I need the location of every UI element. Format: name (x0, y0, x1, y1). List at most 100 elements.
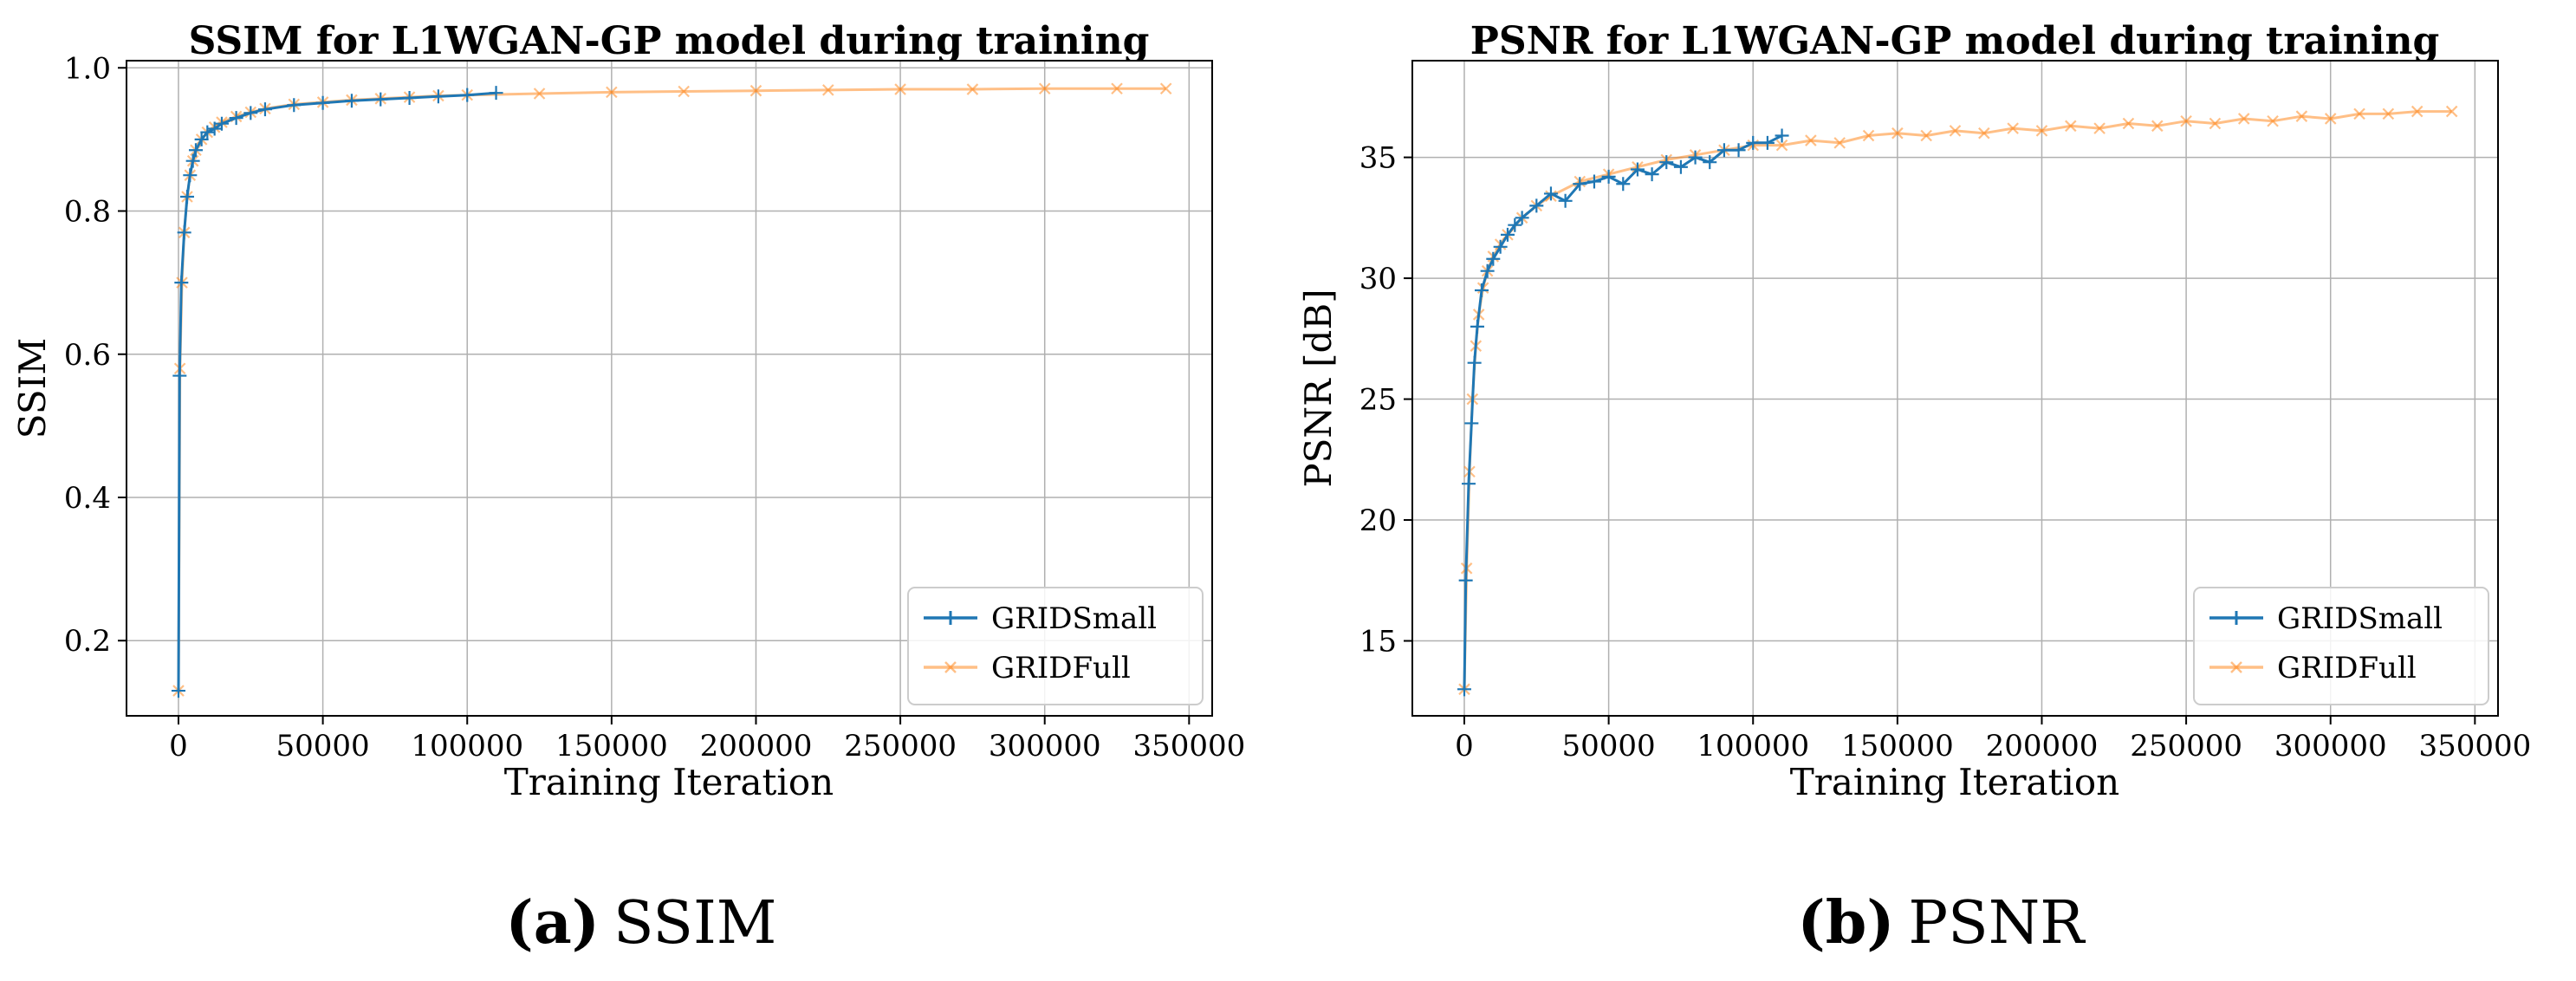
ssim-gridsmall-point (229, 111, 243, 126)
ssim-legend: GRIDSmall GRIDFull (907, 587, 1204, 705)
psnr-gridsmall-point (1746, 135, 1761, 150)
ssim-x-tick-label: 350000 (1132, 729, 1245, 763)
psnr-gridsmall-point (1586, 174, 1601, 189)
ssim-gridsmall-point (177, 225, 191, 240)
ssim-x-tick-label: 200000 (700, 729, 813, 763)
psnr-x-tick-label: 250000 (2130, 729, 2242, 763)
psnr-legend: GRIDSmall GRIDFull (2193, 587, 2489, 705)
psnr-y-tick-label: 15 (1359, 625, 1397, 659)
ssim-y-tick-label: 0.8 (64, 195, 111, 230)
ssim-gridsmall-point (431, 89, 445, 104)
psnr-gridfull-point (1862, 129, 1875, 142)
ssim-gridsmall-point (183, 168, 198, 183)
psnr-gridfull-point (2035, 125, 2048, 137)
ssim-series (171, 82, 1172, 698)
psnr-gridsmall-point (1616, 177, 1631, 192)
ssim-gridfull-point (606, 86, 618, 99)
ssim-gridfull-point (678, 85, 690, 98)
psnr-gridsmall-point (1474, 283, 1489, 298)
caption-b-letter: (b) (1798, 888, 1895, 958)
ssim-gridfull-point (1111, 82, 1123, 95)
psnr-gridfull-point (2267, 114, 2279, 127)
psnr-gridfull-point (2180, 114, 2192, 127)
ssim-gridfull-point (749, 84, 762, 97)
ssim-grid (127, 61, 1212, 716)
ssim-x-tick-label: 150000 (555, 729, 668, 763)
psnr-gridfull-point (2295, 110, 2308, 122)
psnr-y-tick-label: 35 (1359, 141, 1397, 176)
ssim-legend-box (907, 587, 1204, 705)
psnr-legend-box (2193, 587, 2489, 705)
ssim-gridsmall-point (489, 86, 503, 101)
caption-a-text: SSIM (613, 889, 776, 958)
psnr-gridsmall-point (1775, 128, 1789, 143)
ssim-x-ticks: 0 50000 100000 150000 200000 250000 300000 3500… (169, 716, 1245, 763)
ssim-x-tick-label: 50000 (276, 729, 370, 763)
ssim-axes-frame (126, 60, 1213, 717)
ssim-gridsmall-point (171, 684, 185, 698)
psnr-y-ticks: 15 20 25 30 35 (1359, 141, 1412, 659)
ssim-y-tick-label: 0.6 (64, 338, 111, 373)
psnr-panel: PSNR for L1WGAN-GP model during training… (1297, 19, 2531, 803)
caption-a-letter: (a) (506, 888, 600, 958)
psnr-gridsmall-point (1688, 150, 1703, 165)
ssim-x-tick-label: 0 (169, 729, 188, 763)
ssim-gridsmall-point (179, 189, 194, 204)
ssim-gridsmall-point (287, 98, 302, 113)
psnr-legend-gridsmall: GRIDSmall (2277, 601, 2443, 636)
psnr-gridsmall-point (1515, 211, 1529, 225)
psnr-gridfull-point (2382, 107, 2395, 120)
psnr-gridsmall-point (1500, 227, 1515, 242)
psnr-gridfull-point (2122, 117, 2135, 130)
psnr-x-tick-label: 300000 (2274, 729, 2387, 763)
psnr-gridfull-point (2151, 120, 2164, 133)
psnr-gridsmall-point (1601, 169, 1616, 184)
psnr-gridsmall-point (1470, 319, 1484, 334)
psnr-gridsmall-point (1508, 218, 1522, 232)
psnr-x-tick-label: 0 (1455, 729, 1474, 763)
ssim-gridsmall-point (243, 106, 258, 120)
ssim-gridfull-point (966, 83, 979, 95)
ssim-gridsmall-point (185, 153, 200, 168)
ssim-x-tick-label: 100000 (411, 729, 523, 763)
psnr-gridfull-point (1775, 139, 1788, 152)
psnr-gridsmall-point (1493, 239, 1508, 254)
ssim-gridsmall-point (200, 125, 215, 140)
ssim-x-tick-label: 250000 (844, 729, 957, 763)
ssim-y-ticks: 0.2 0.4 0.6 0.8 1.0 (64, 51, 127, 659)
psnr-gridsmall-point (1464, 416, 1479, 431)
ssim-gridsmall-point (194, 132, 209, 146)
psnr-gridsmall-point (1673, 159, 1688, 174)
psnr-gridfull-point (2324, 113, 2337, 125)
psnr-gridsmall-point (1486, 251, 1501, 266)
ssim-gridsmall-point (207, 121, 222, 136)
psnr-gridsmall-point (1630, 162, 1645, 177)
psnr-gridfull-point (2065, 120, 2077, 133)
psnr-gridfull-point (2007, 122, 2019, 134)
caption-a: (a) SSIM (506, 888, 777, 958)
caption-b: (b) PSNR (1798, 888, 2086, 958)
ssim-x-axis-label: Training Iteration (504, 761, 834, 803)
psnr-gridfull-point (1833, 137, 1846, 149)
ssim-gridsmall-point (188, 143, 203, 158)
psnr-gridfull-point (1920, 129, 1932, 142)
psnr-gridfull-point (2209, 117, 2222, 130)
psnr-gridsmall-point (1731, 143, 1746, 158)
ssim-gridsmall-point (373, 92, 388, 107)
psnr-gridfull-point (2411, 105, 2424, 118)
psnr-gridsmall-point (1543, 186, 1558, 201)
psnr-x-tick-label: 50000 (1562, 729, 1656, 763)
psnr-gridsmall-point (1461, 477, 1476, 491)
psnr-gridfull-point (1978, 127, 1990, 140)
psnr-gridsmall-point (1716, 143, 1731, 158)
psnr-gridsmall-point (1659, 155, 1674, 170)
ssim-y-axis-label: SSIM (11, 338, 54, 439)
psnr-series (1457, 105, 2458, 697)
caption-b-text: PSNR (1908, 889, 2086, 958)
ssim-chart-title: SSIM for L1WGAN-GP model during training (189, 19, 1150, 63)
psnr-chart-title: PSNR for L1WGAN-GP model during training (1470, 19, 2440, 63)
psnr-gridfull-point (2237, 113, 2250, 125)
psnr-x-tick-label: 350000 (2418, 729, 2531, 763)
ssim-gridsmall-point (402, 90, 417, 105)
